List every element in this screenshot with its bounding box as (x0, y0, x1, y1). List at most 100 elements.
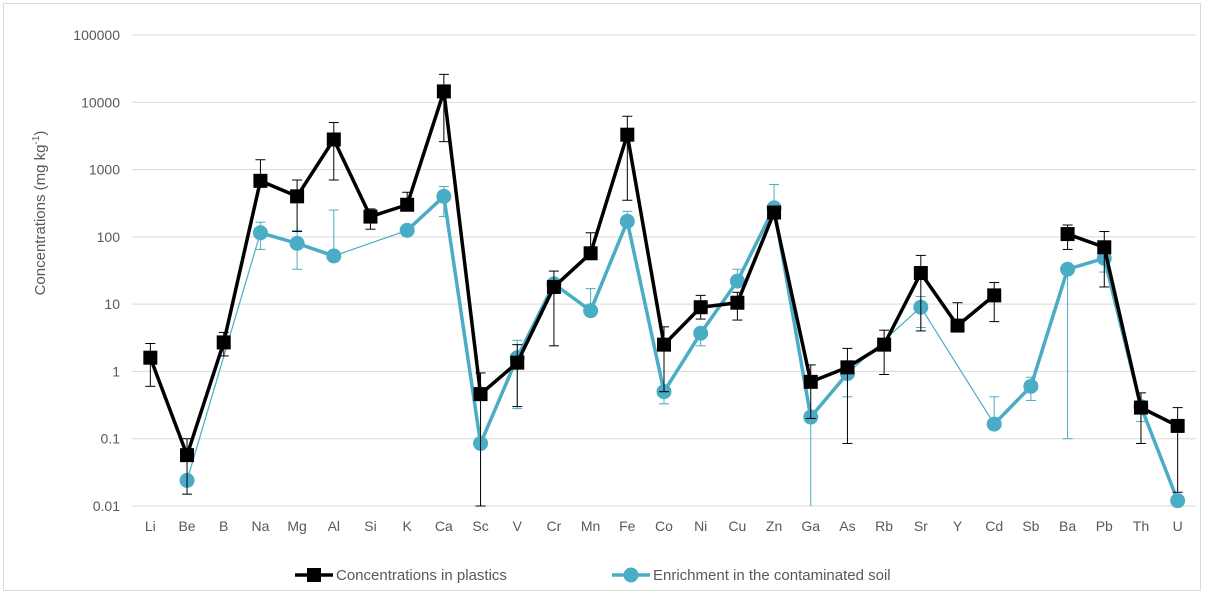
x-tick-label: Li (145, 518, 156, 534)
data-point (1060, 227, 1075, 242)
x-tick-label: B (219, 518, 228, 534)
data-point (289, 235, 305, 251)
x-tick-label: Cr (547, 518, 562, 534)
data-point (1023, 378, 1039, 394)
series-line-segment (588, 219, 630, 313)
data-point (473, 387, 488, 402)
data-point (1097, 240, 1112, 255)
x-tick-label: As (839, 518, 855, 534)
data-point (290, 189, 305, 204)
data-point (1133, 400, 1148, 415)
series-line-segment (1139, 404, 1180, 503)
x-tick-label: U (1173, 518, 1183, 534)
data-point (1170, 493, 1186, 509)
series-line-segment (625, 219, 666, 394)
x-tick-label: Y (953, 518, 963, 534)
series-line-segment (478, 355, 519, 446)
data-point (326, 132, 341, 147)
x-tick-label: Rb (875, 518, 893, 534)
series-line-segment (809, 371, 850, 419)
y-tick-label: 100 (97, 229, 121, 245)
x-tick-label: Ca (435, 518, 453, 534)
data-point (363, 209, 378, 224)
series-plastics (143, 73, 1185, 507)
data-point (583, 246, 598, 261)
x-tick-label: K (403, 518, 413, 534)
data-point (693, 325, 709, 341)
data-point (436, 84, 451, 99)
data-point (400, 197, 415, 212)
data-point (143, 350, 158, 365)
data-point (1060, 261, 1076, 277)
x-tick-label: Co (655, 518, 673, 534)
data-point (1170, 418, 1185, 433)
series-line-segment (405, 194, 446, 233)
series-line-segment (221, 179, 263, 345)
legend-label: Concentrations in plastics (336, 567, 507, 584)
data-point (913, 266, 928, 281)
data-point (436, 188, 452, 204)
data-point (803, 374, 818, 389)
legend: Concentrations in plastics Enrichment in … (295, 567, 891, 584)
series-layer (143, 73, 1186, 509)
y-tick-label: 100000 (73, 27, 120, 43)
legend-item: Concentrations in plastics (295, 567, 507, 584)
data-point (877, 337, 892, 352)
series-line-segment (442, 89, 483, 396)
data-point (950, 318, 965, 333)
chart-frame: 0.01 0.1 1 10 100 1000 10000 100000 Li Be B Na Mg Al… (3, 3, 1201, 591)
y-tick-label: 10 (104, 296, 120, 312)
y-tick-label: 1 (112, 363, 120, 379)
series-line-segment (735, 206, 776, 283)
data-point (326, 248, 342, 264)
series-line-segment (295, 137, 336, 199)
series-line-segment (920, 306, 995, 425)
series-line-segment (662, 331, 703, 394)
series-line-segment (148, 355, 189, 457)
data-point (619, 213, 635, 229)
x-tick-label: V (513, 518, 523, 534)
data-point (840, 360, 855, 375)
data-point (583, 303, 599, 319)
grid-layer (132, 34, 1196, 507)
data-point (253, 173, 268, 188)
series-line-segment (735, 210, 776, 305)
data-point (546, 279, 561, 294)
data-point (693, 300, 708, 315)
series-line-segment (185, 340, 226, 457)
data-point (180, 448, 195, 463)
data-point (216, 335, 231, 350)
data-point (767, 205, 782, 220)
y-tick-label: 1000 (89, 162, 120, 178)
data-point (730, 295, 745, 310)
x-tick-label: Ba (1059, 518, 1076, 534)
chart-svg: 0.01 0.1 1 10 100 1000 10000 100000 Li Be B Na Mg Al… (31, 27, 1196, 584)
data-point (657, 337, 671, 352)
data-point (510, 355, 525, 370)
x-axis-ticks: Li Be B Na Mg Al Si K Ca Sc V Cr Mn Fe Co Ni Cu Zn Ga As Rb S… (145, 518, 1183, 534)
x-tick-label: Al (328, 518, 340, 534)
x-tick-label: Sb (1022, 518, 1039, 534)
x-tick-label: Sr (914, 518, 928, 534)
series-line-segment (1029, 267, 1070, 389)
series-line-segment (698, 279, 740, 335)
series-line-segment (442, 194, 483, 446)
data-point (986, 416, 1002, 432)
x-tick-label: Mg (287, 518, 306, 534)
x-tick-label: Pb (1096, 518, 1113, 534)
series-line-segment (1102, 245, 1143, 410)
data-point (620, 127, 635, 142)
series-line-segment (333, 229, 408, 257)
x-tick-label: Mn (581, 518, 600, 534)
x-tick-label: Cd (985, 518, 1003, 534)
data-point (987, 288, 1002, 303)
y-axis-title: Concentrations (mg kg-1) (31, 131, 49, 296)
x-tick-label: Na (251, 518, 269, 534)
legend-marker (307, 568, 321, 582)
data-point (729, 273, 745, 289)
x-tick-label: Sc (472, 518, 488, 534)
x-tick-label: Th (1133, 518, 1149, 534)
legend-label: Enrichment in the contaminated soil (653, 567, 891, 584)
series-soil (179, 183, 1186, 509)
y-axis-ticks: 0.01 0.1 1 10 100 1000 10000 100000 (73, 27, 120, 514)
